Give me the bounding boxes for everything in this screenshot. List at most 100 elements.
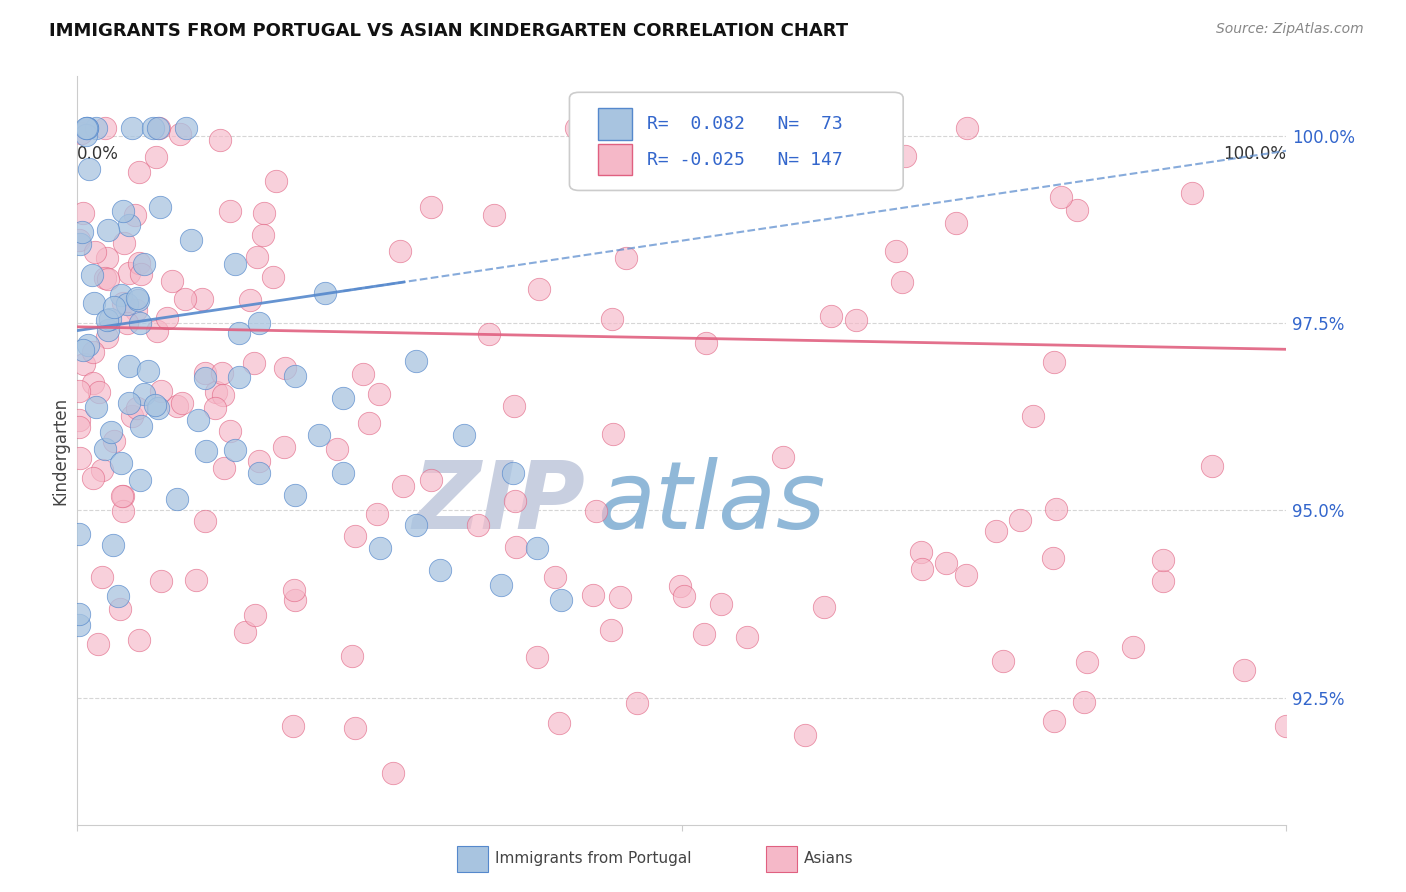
Point xyxy=(1152,574,1174,588)
Point xyxy=(87,384,110,399)
Point xyxy=(212,387,235,401)
Point xyxy=(149,200,172,214)
Point xyxy=(526,541,548,555)
Point xyxy=(405,518,427,533)
Point xyxy=(96,313,118,327)
Point xyxy=(585,504,607,518)
Point xyxy=(672,589,695,603)
Point xyxy=(955,121,977,136)
Point xyxy=(129,268,152,282)
Point xyxy=(884,244,907,259)
FancyBboxPatch shape xyxy=(569,92,903,191)
Point xyxy=(527,282,550,296)
Point xyxy=(111,203,134,218)
Point xyxy=(184,573,207,587)
Point xyxy=(73,357,96,371)
Point xyxy=(149,574,172,588)
Point xyxy=(772,450,794,464)
Point xyxy=(76,121,98,136)
Text: 0.0%: 0.0% xyxy=(77,145,120,162)
Point xyxy=(134,387,156,401)
Point xyxy=(484,208,506,222)
Point xyxy=(69,450,91,465)
Point xyxy=(239,293,262,308)
Point xyxy=(180,233,202,247)
Point xyxy=(342,648,364,663)
Point xyxy=(381,766,404,780)
Point xyxy=(84,245,107,260)
Point xyxy=(991,654,1014,668)
Point xyxy=(693,627,716,641)
Point xyxy=(100,425,122,439)
Point xyxy=(845,313,868,327)
Point xyxy=(1050,190,1073,204)
Point xyxy=(274,361,297,376)
Y-axis label: Kindergarten: Kindergarten xyxy=(51,396,69,505)
Point xyxy=(368,541,391,555)
Point xyxy=(233,625,256,640)
Point xyxy=(193,514,215,528)
Point xyxy=(103,538,125,552)
Point xyxy=(146,324,169,338)
Point xyxy=(477,326,499,341)
Point xyxy=(955,568,977,582)
Bar xyxy=(599,108,633,139)
Point xyxy=(127,291,149,305)
Point xyxy=(984,524,1007,538)
Point xyxy=(284,368,307,383)
Point xyxy=(243,356,266,370)
Point xyxy=(219,204,242,219)
Point xyxy=(80,268,103,282)
Point xyxy=(125,302,148,317)
Point xyxy=(136,364,159,378)
Point xyxy=(67,384,90,399)
Point xyxy=(247,316,270,330)
Point xyxy=(70,225,93,239)
Point xyxy=(405,353,427,368)
Point xyxy=(264,174,287,188)
Point xyxy=(565,121,588,136)
Point xyxy=(82,376,104,390)
Point xyxy=(212,461,235,475)
Point xyxy=(344,528,367,542)
Point xyxy=(67,420,90,434)
Point xyxy=(112,235,135,250)
Point xyxy=(194,444,217,458)
Point xyxy=(332,466,354,480)
Point xyxy=(67,607,90,621)
Point xyxy=(96,252,118,266)
Point xyxy=(76,121,98,136)
Point xyxy=(224,257,246,271)
Point xyxy=(72,343,94,357)
Point xyxy=(502,399,524,413)
Text: R=  0.082   N=  73: R= 0.082 N= 73 xyxy=(647,115,842,133)
Point xyxy=(247,466,270,480)
Point xyxy=(602,426,624,441)
Point xyxy=(1275,719,1298,733)
Point xyxy=(72,206,94,220)
Point xyxy=(626,696,648,710)
Point xyxy=(117,219,139,233)
Point xyxy=(1043,714,1066,728)
Point xyxy=(1181,186,1204,201)
Point xyxy=(115,316,138,330)
Point xyxy=(219,424,242,438)
Bar xyxy=(599,144,633,176)
Point xyxy=(253,206,276,220)
Text: atlas: atlas xyxy=(598,458,825,549)
Point xyxy=(118,266,141,280)
Point xyxy=(156,311,179,326)
Point xyxy=(467,518,489,533)
Point xyxy=(344,721,367,735)
Point xyxy=(160,274,183,288)
Point xyxy=(246,250,269,264)
Point xyxy=(420,473,443,487)
Point xyxy=(1042,550,1064,565)
Point xyxy=(84,121,107,136)
Point xyxy=(284,488,307,502)
Point xyxy=(1045,502,1067,516)
Point xyxy=(111,490,134,504)
Point xyxy=(191,292,214,306)
Point xyxy=(82,344,104,359)
Point xyxy=(228,370,250,384)
